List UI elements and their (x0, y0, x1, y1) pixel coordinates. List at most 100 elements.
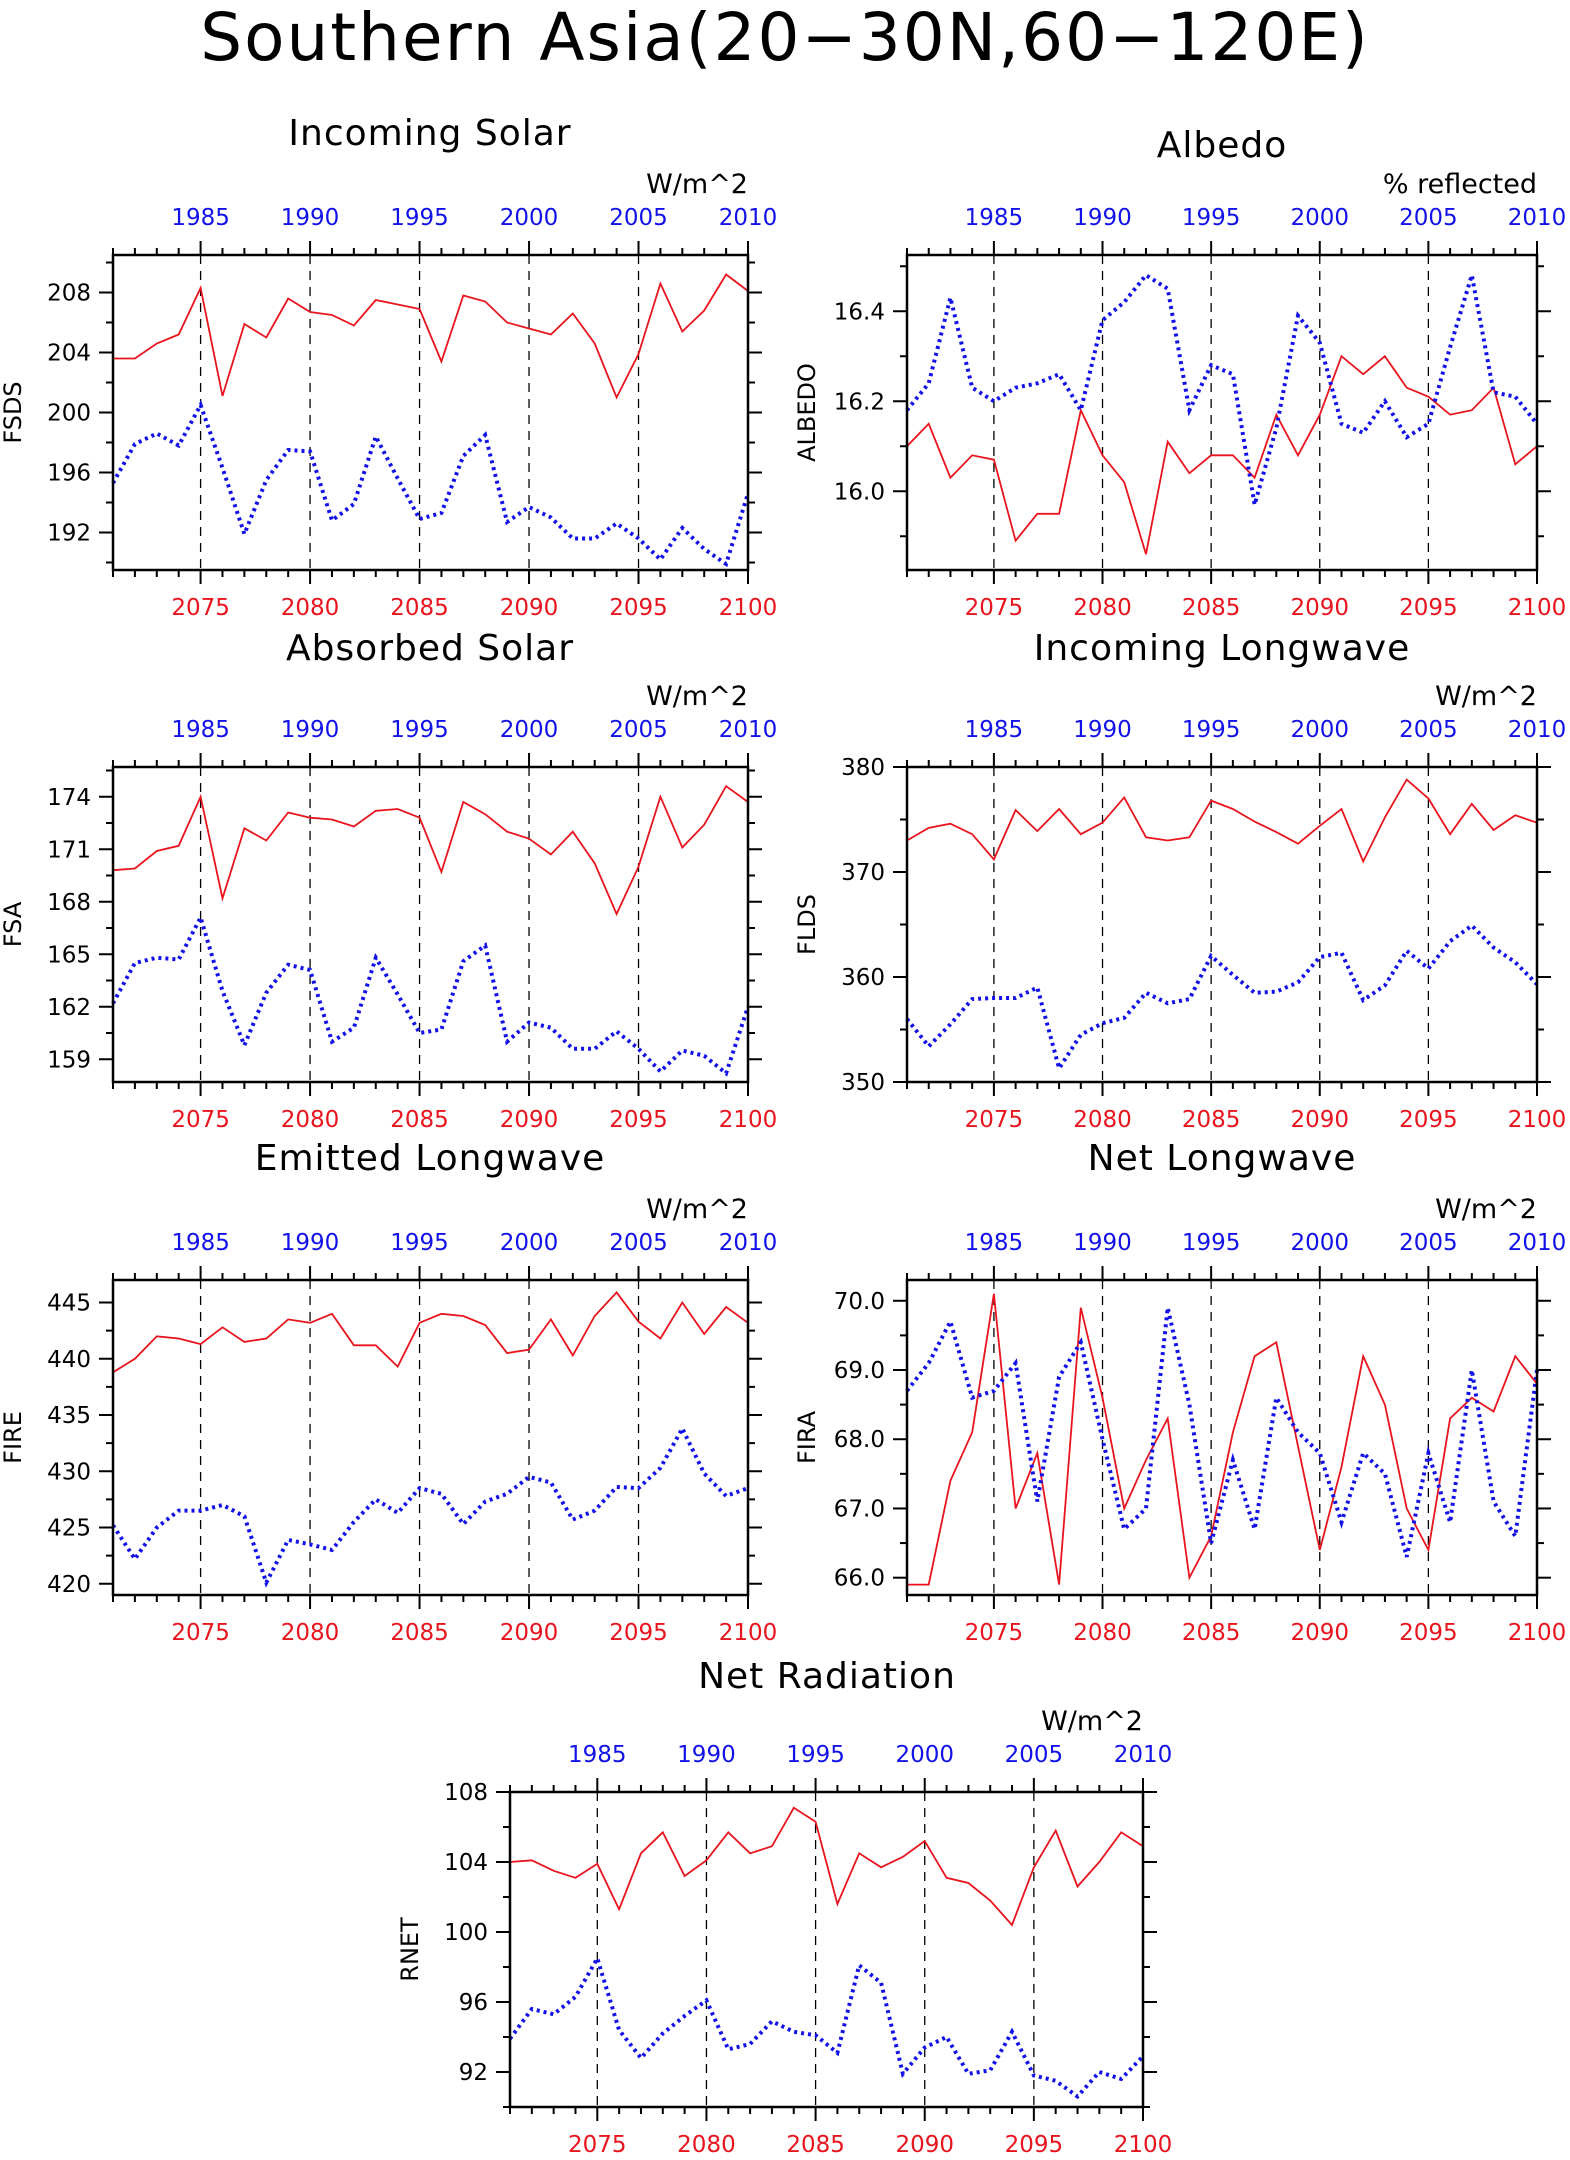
x-tick-label-bottom: 2095 (1005, 2132, 1064, 2158)
x-tick-label-top: 1985 (568, 1742, 627, 1768)
x-tick-label-bottom: 2085 (786, 2132, 845, 2158)
x-tick-label-top: 2010 (719, 205, 778, 231)
plot-frame (111, 253, 750, 572)
x-tick-label-top: 2010 (1508, 1230, 1567, 1256)
y-tick-label: 16.4 (834, 299, 885, 325)
panel-title: Albedo (1157, 125, 1288, 166)
series-line-solid (906, 778, 1538, 864)
y-axis-label: ALBEDO (793, 363, 821, 462)
y-tick-label: 350 (841, 1070, 885, 1096)
y-tick-label: 66.0 (834, 1566, 885, 1592)
x-tick-label-top: 2005 (1399, 205, 1458, 231)
y-axis-label: RNET (396, 1917, 424, 1982)
x-tick-label-bottom: 2080 (677, 2132, 736, 2158)
y-tick-label: 380 (841, 755, 885, 781)
series-line-dotted (905, 922, 1539, 1074)
x-tick-label-top: 1995 (786, 1742, 845, 1768)
x-tick-label-top: 2010 (1508, 205, 1567, 231)
x-tick-label-bottom: 2095 (1399, 595, 1458, 621)
x-tick-label-bottom: 2080 (281, 1107, 340, 1133)
x-tick-label-bottom: 2075 (171, 595, 230, 621)
x-tick-label-bottom: 2090 (500, 1107, 559, 1133)
y-tick-label: 370 (841, 860, 885, 886)
x-tick-label-top: 2010 (1508, 717, 1567, 743)
x-tick-label-top: 1985 (965, 205, 1024, 231)
x-tick-label-bottom: 2100 (719, 1620, 778, 1646)
x-tick-label-bottom: 2095 (609, 1107, 668, 1133)
x-tick-label-bottom: 2100 (1508, 1620, 1567, 1646)
x-tick-label-bottom: 2080 (1073, 1107, 1132, 1133)
x-tick-label-top: 2010 (719, 1230, 778, 1256)
x-tick-label-top: 2000 (500, 717, 559, 743)
y-axis-label: FIRA (793, 1410, 821, 1464)
x-tick-label-bottom: 2085 (1182, 1107, 1241, 1133)
x-tick-label-top: 1995 (390, 205, 449, 231)
y-tick-label: 70.0 (834, 1289, 885, 1315)
x-tick-label-top: 2005 (609, 205, 668, 231)
x-tick-label-bottom: 2090 (500, 1620, 559, 1646)
series-line-dotted (111, 400, 750, 568)
y-tick-label: 200 (47, 401, 91, 427)
y-axis-label: FSDS (0, 381, 27, 443)
x-tick-label-top: 1995 (1182, 1230, 1241, 1256)
unit-label: W/m^2 (1041, 1706, 1143, 1737)
x-tick-label-top: 2005 (1399, 1230, 1458, 1256)
series-line-solid (509, 1806, 1144, 1927)
x-tick-label-bottom: 2100 (719, 595, 778, 621)
x-tick-label-top: 1995 (1182, 717, 1241, 743)
plot-frame (905, 765, 1539, 1084)
x-tick-label-bottom: 2075 (965, 1107, 1024, 1133)
x-tick-label-bottom: 2085 (390, 1620, 449, 1646)
panel-rnet: Net Radiation W/m^2 RNET 2075 1985 2080 1990 20… (396, 1656, 1172, 2158)
panel-flds: Incoming Longwave W/m^2 FLDS 2075 1985 2080 19… (793, 628, 1566, 1133)
y-tick-label: 420 (47, 1572, 91, 1598)
x-tick-label-top: 1990 (1073, 717, 1132, 743)
x-tick-label-top: 2000 (500, 205, 559, 231)
y-axis-label: FSA (0, 901, 27, 947)
x-tick-label-bottom: 2100 (1114, 2132, 1173, 2158)
x-tick-label-bottom: 2090 (500, 595, 559, 621)
y-tick-label: 68.0 (834, 1427, 885, 1453)
panel-fsa: Absorbed Solar W/m^2 FSA 2075 1985 2080 1990 20… (0, 628, 777, 1133)
x-tick-label-top: 1990 (1073, 205, 1132, 231)
y-tick-label: 168 (47, 890, 91, 916)
y-tick-label: 104 (444, 1850, 488, 1876)
unit-label: % reflected (1383, 169, 1537, 200)
panel-fira: Net Longwave W/m^2 FIRA 2075 1985 2080 1990 208… (793, 1138, 1566, 1646)
x-tick-label-top: 2005 (609, 1230, 668, 1256)
unit-label: W/m^2 (646, 169, 748, 200)
panel-title: Incoming Longwave (1034, 628, 1411, 669)
y-tick-label: 108 (444, 1780, 488, 1806)
y-tick-label: 425 (47, 1516, 91, 1542)
x-tick-label-top: 2010 (1114, 1742, 1173, 1768)
x-tick-label-top: 1990 (281, 717, 340, 743)
x-tick-label-bottom: 2085 (390, 595, 449, 621)
x-tick-label-bottom: 2080 (1073, 595, 1132, 621)
x-tick-label-bottom: 2080 (281, 1620, 340, 1646)
plot-frame (111, 1278, 750, 1597)
x-tick-label-top: 2010 (719, 717, 778, 743)
unit-label: W/m^2 (646, 1194, 748, 1225)
x-tick-label-bottom: 2075 (171, 1107, 230, 1133)
x-tick-label-bottom: 2075 (568, 2132, 627, 2158)
y-tick-label: 445 (47, 1291, 91, 1317)
plot-frame (905, 1278, 1539, 1597)
x-tick-label-bottom: 2075 (965, 1620, 1024, 1646)
x-tick-label-bottom: 2075 (171, 1620, 230, 1646)
x-tick-label-bottom: 2100 (719, 1107, 778, 1133)
unit-label: W/m^2 (646, 681, 748, 712)
y-tick-label: 159 (47, 1047, 91, 1073)
x-tick-label-top: 1985 (171, 205, 230, 231)
y-axis-label: FLDS (793, 894, 821, 955)
series-line-solid (907, 1293, 1538, 1586)
x-tick-label-top: 1995 (390, 717, 449, 743)
x-tick-label-top: 2005 (1005, 1742, 1064, 1768)
y-tick-label: 67.0 (834, 1496, 885, 1522)
x-tick-label-top: 1985 (171, 1230, 230, 1256)
y-tick-label: 171 (47, 837, 91, 863)
x-tick-label-top: 1990 (281, 205, 340, 231)
x-tick-label-bottom: 2090 (1290, 1620, 1349, 1646)
series-line-dotted (111, 1424, 749, 1588)
unit-label: W/m^2 (1435, 681, 1537, 712)
x-tick-label-bottom: 2100 (1508, 595, 1567, 621)
